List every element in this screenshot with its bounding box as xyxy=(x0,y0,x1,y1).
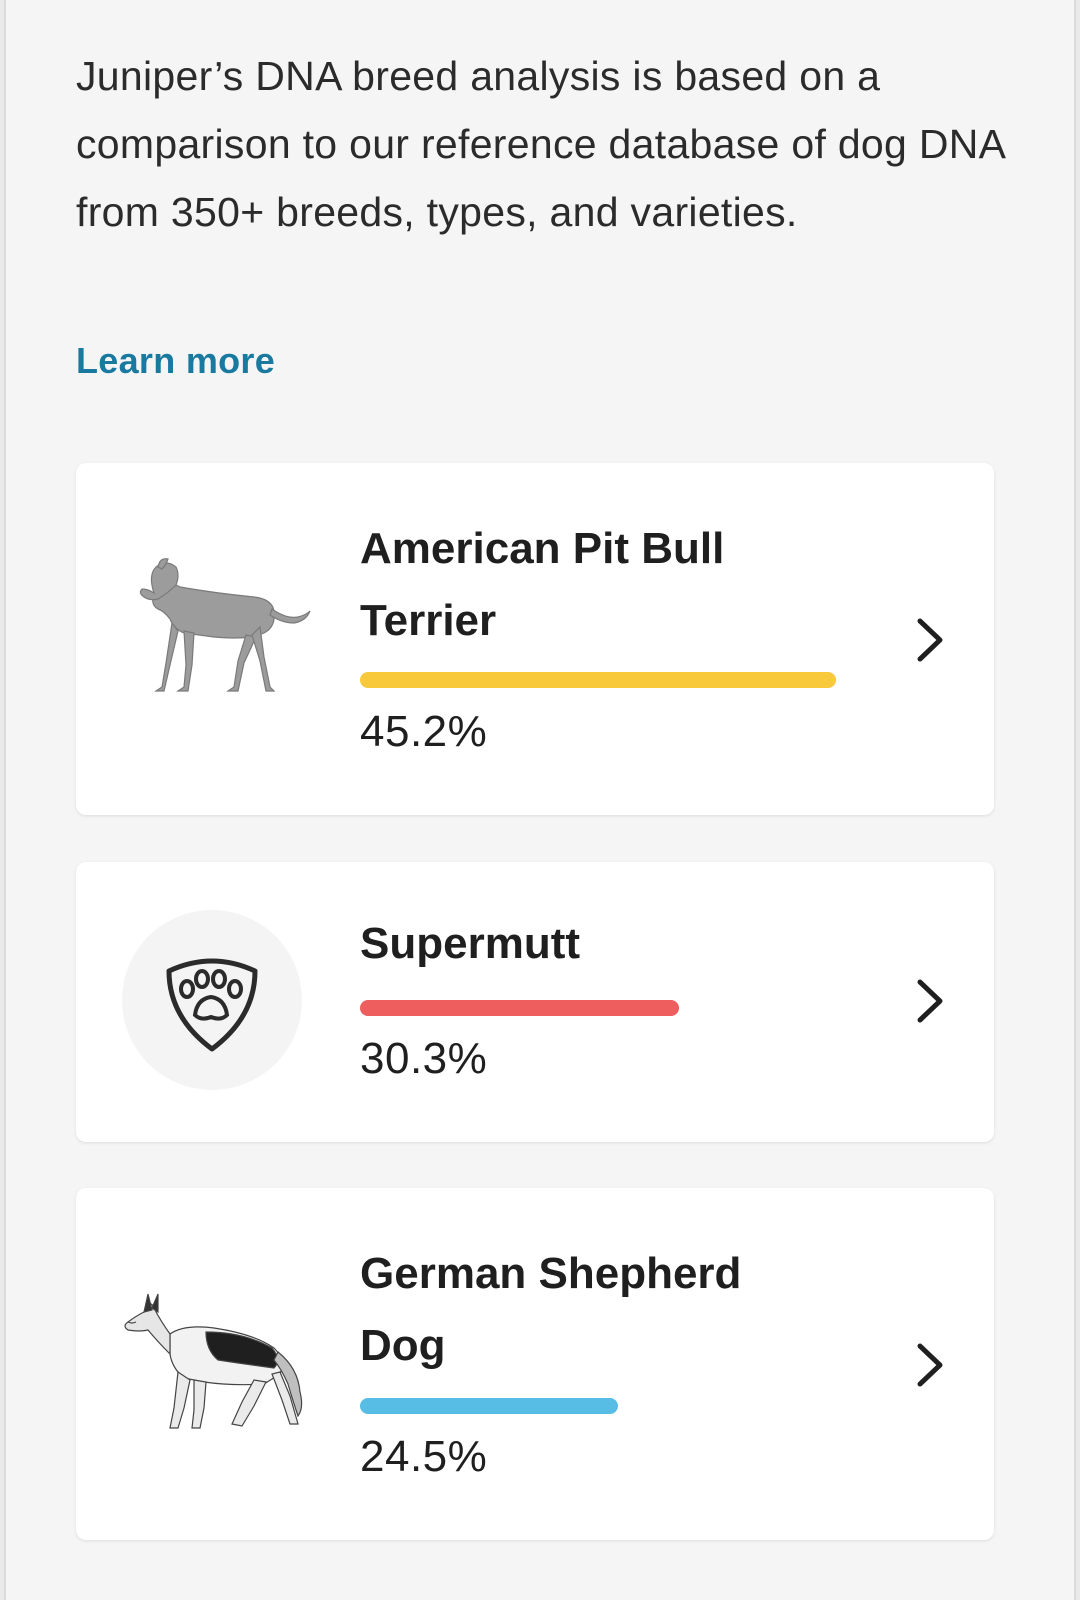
paw-shield-icon xyxy=(166,958,258,1052)
german-shepherd-image xyxy=(114,1288,314,1443)
breed-percent-bar-fill xyxy=(360,1000,680,1016)
breed-name: German Shepherd Dog xyxy=(360,1249,742,1370)
breed-card-german-shepherd-dog[interactable]: German Shepherd Dog 24.5% xyxy=(76,1188,994,1540)
breed-percent: 45.2% xyxy=(360,707,488,756)
breed-name: American Pit Bull Terrier xyxy=(360,524,725,645)
breed-percent-bar xyxy=(360,1000,836,1016)
breed-percent-bar-fill xyxy=(360,1398,618,1414)
learn-more-link[interactable]: Learn more xyxy=(76,340,276,381)
chevron-right-icon xyxy=(910,1340,950,1390)
chevron-right-icon xyxy=(910,615,950,665)
breed-percent: 24.5% xyxy=(360,1432,488,1481)
breed-percent-bar-fill xyxy=(360,672,836,688)
breed-card-supermutt[interactable]: Supermutt 30.3% xyxy=(76,862,994,1142)
intro-text: Juniper’s DNA breed analysis is based on… xyxy=(76,53,1005,235)
breed-card-american-pit-bull-terrier[interactable]: American Pit Bull Terrier 45.2% xyxy=(76,463,994,815)
breed-percent: 30.3% xyxy=(360,1034,488,1083)
chevron-right-icon xyxy=(910,976,950,1026)
breed-results-screen: Juniper’s DNA breed analysis is based on… xyxy=(4,0,1076,1600)
breed-percent-bar xyxy=(360,1398,836,1414)
breed-percent-bar xyxy=(360,672,836,688)
paw-shield-badge xyxy=(122,910,302,1090)
breed-name: Supermutt xyxy=(360,919,580,968)
pit-bull-image xyxy=(114,553,314,718)
